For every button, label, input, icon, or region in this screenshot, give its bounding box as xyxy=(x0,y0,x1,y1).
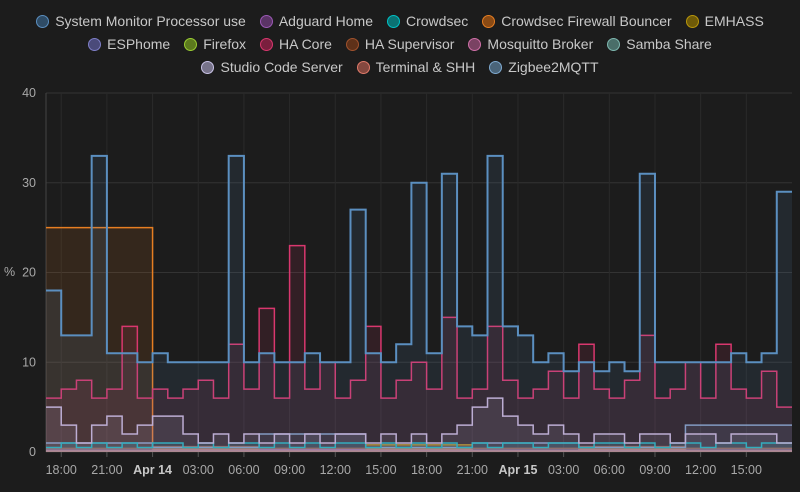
legend-label: Crowdsec xyxy=(406,13,469,29)
legend-item[interactable]: Studio Code Server xyxy=(201,56,343,79)
x-tick-label: Apr 15 xyxy=(499,463,538,477)
legend-label: EMHASS xyxy=(704,13,764,29)
legend-item[interactable]: Adguard Home xyxy=(259,10,373,33)
series-area xyxy=(46,398,792,452)
x-tick-label: 09:00 xyxy=(639,463,670,477)
legend-dot-icon xyxy=(607,38,621,51)
y-tick-label: 0 xyxy=(29,445,36,459)
series-area xyxy=(46,155,792,452)
series-line-system-monitor-processor-use xyxy=(46,154,792,373)
legend-label: Studio Code Server xyxy=(220,59,343,75)
legend-label: System Monitor Processor use xyxy=(55,13,246,29)
legend-item[interactable]: System Monitor Processor use xyxy=(36,10,246,33)
series-line-crowdsec xyxy=(46,442,792,449)
x-tick-label: 12:00 xyxy=(320,463,351,477)
legend-label: Crowdsec Firewall Bouncer xyxy=(501,13,672,29)
legend-label: HA Supervisor xyxy=(364,36,455,52)
y-axis-label: % xyxy=(4,265,15,279)
series-area xyxy=(46,443,792,452)
y-tick-label: 30 xyxy=(22,176,36,190)
legend-dot-icon xyxy=(36,15,50,28)
x-tick-label: 15:00 xyxy=(731,463,762,477)
legend-dot-icon xyxy=(88,38,102,51)
legend-label: Samba Share xyxy=(626,36,712,52)
legend-dot-icon xyxy=(482,15,496,28)
x-axis: 18:00 21:00 Apr 14 03:00 06:00 09:00 12:00 15:0… xyxy=(46,452,762,477)
legend-dot-icon xyxy=(356,61,370,74)
series-line-studio-code-server xyxy=(46,397,792,444)
legend-dot-icon xyxy=(260,38,273,51)
legend: System Monitor Processor use Adguard Home… xyxy=(0,10,800,79)
legend-label: Adguard Home xyxy=(278,13,373,29)
legend-dot-icon xyxy=(685,15,699,28)
x-tick-label: 21:00 xyxy=(91,463,122,477)
legend-item[interactable]: Mosquitto Broker xyxy=(468,33,593,56)
legend-label: HA Core xyxy=(279,36,332,52)
legend-item[interactable]: HA Supervisor xyxy=(345,33,455,56)
legend-label: Firefox xyxy=(203,36,246,52)
legend-dot-icon xyxy=(184,38,198,51)
legend-item[interactable]: HA Core xyxy=(260,33,332,56)
legend-label: ESPhome xyxy=(107,36,171,52)
legend-dot-icon xyxy=(345,38,359,51)
x-tick-label: 03:00 xyxy=(183,463,214,477)
legend-item[interactable]: Zigbee2MQTT xyxy=(489,56,599,79)
series-lines xyxy=(46,154,792,452)
legend-item[interactable]: ESPhome xyxy=(88,33,170,56)
x-tick-label: Apr 14 xyxy=(133,463,172,477)
legend-item[interactable]: Crowdsec xyxy=(387,10,468,33)
x-tick-label: 09:00 xyxy=(274,463,305,477)
series-area xyxy=(46,227,792,452)
y-tick-label: 20 xyxy=(22,266,36,280)
legend-dot-icon xyxy=(201,61,215,74)
series-area xyxy=(46,425,792,452)
y-tick-label: 10 xyxy=(22,355,36,369)
legend-item[interactable]: Terminal & SHH xyxy=(356,56,476,79)
legend-dot-icon xyxy=(468,38,482,51)
legend-dot-icon xyxy=(489,61,503,74)
x-tick-label: 15:00 xyxy=(365,463,396,477)
legend-label: Terminal & SHH xyxy=(375,59,476,75)
legend-item[interactable]: Samba Share xyxy=(607,33,712,56)
x-tick-label: 18:00 xyxy=(46,463,77,477)
y-tick-label: 40 xyxy=(22,86,36,100)
x-tick-label: 18:00 xyxy=(411,463,442,477)
legend-item[interactable]: EMHASS xyxy=(685,10,764,33)
series-line-crowdsec-firewall-bouncer xyxy=(46,226,792,451)
x-tick-label: 12:00 xyxy=(685,463,716,477)
x-tick-label: 06:00 xyxy=(228,463,259,477)
legend-dot-icon xyxy=(259,15,273,28)
x-tick-label: 21:00 xyxy=(457,463,488,477)
series-area xyxy=(46,245,792,452)
legend-dot-icon xyxy=(387,15,400,28)
x-tick-label: 06:00 xyxy=(594,463,625,477)
x-tick-label: 03:00 xyxy=(548,463,579,477)
legend-item[interactable]: Crowdsec Firewall Bouncer xyxy=(482,10,672,33)
y-axis: 0 10 20 30 40 xyxy=(22,86,47,459)
legend-label: Mosquitto Broker xyxy=(487,36,594,52)
legend-label: Zigbee2MQTT xyxy=(508,59,599,75)
legend-item[interactable]: Firefox xyxy=(184,33,246,56)
series-line-ha-core xyxy=(46,244,792,408)
